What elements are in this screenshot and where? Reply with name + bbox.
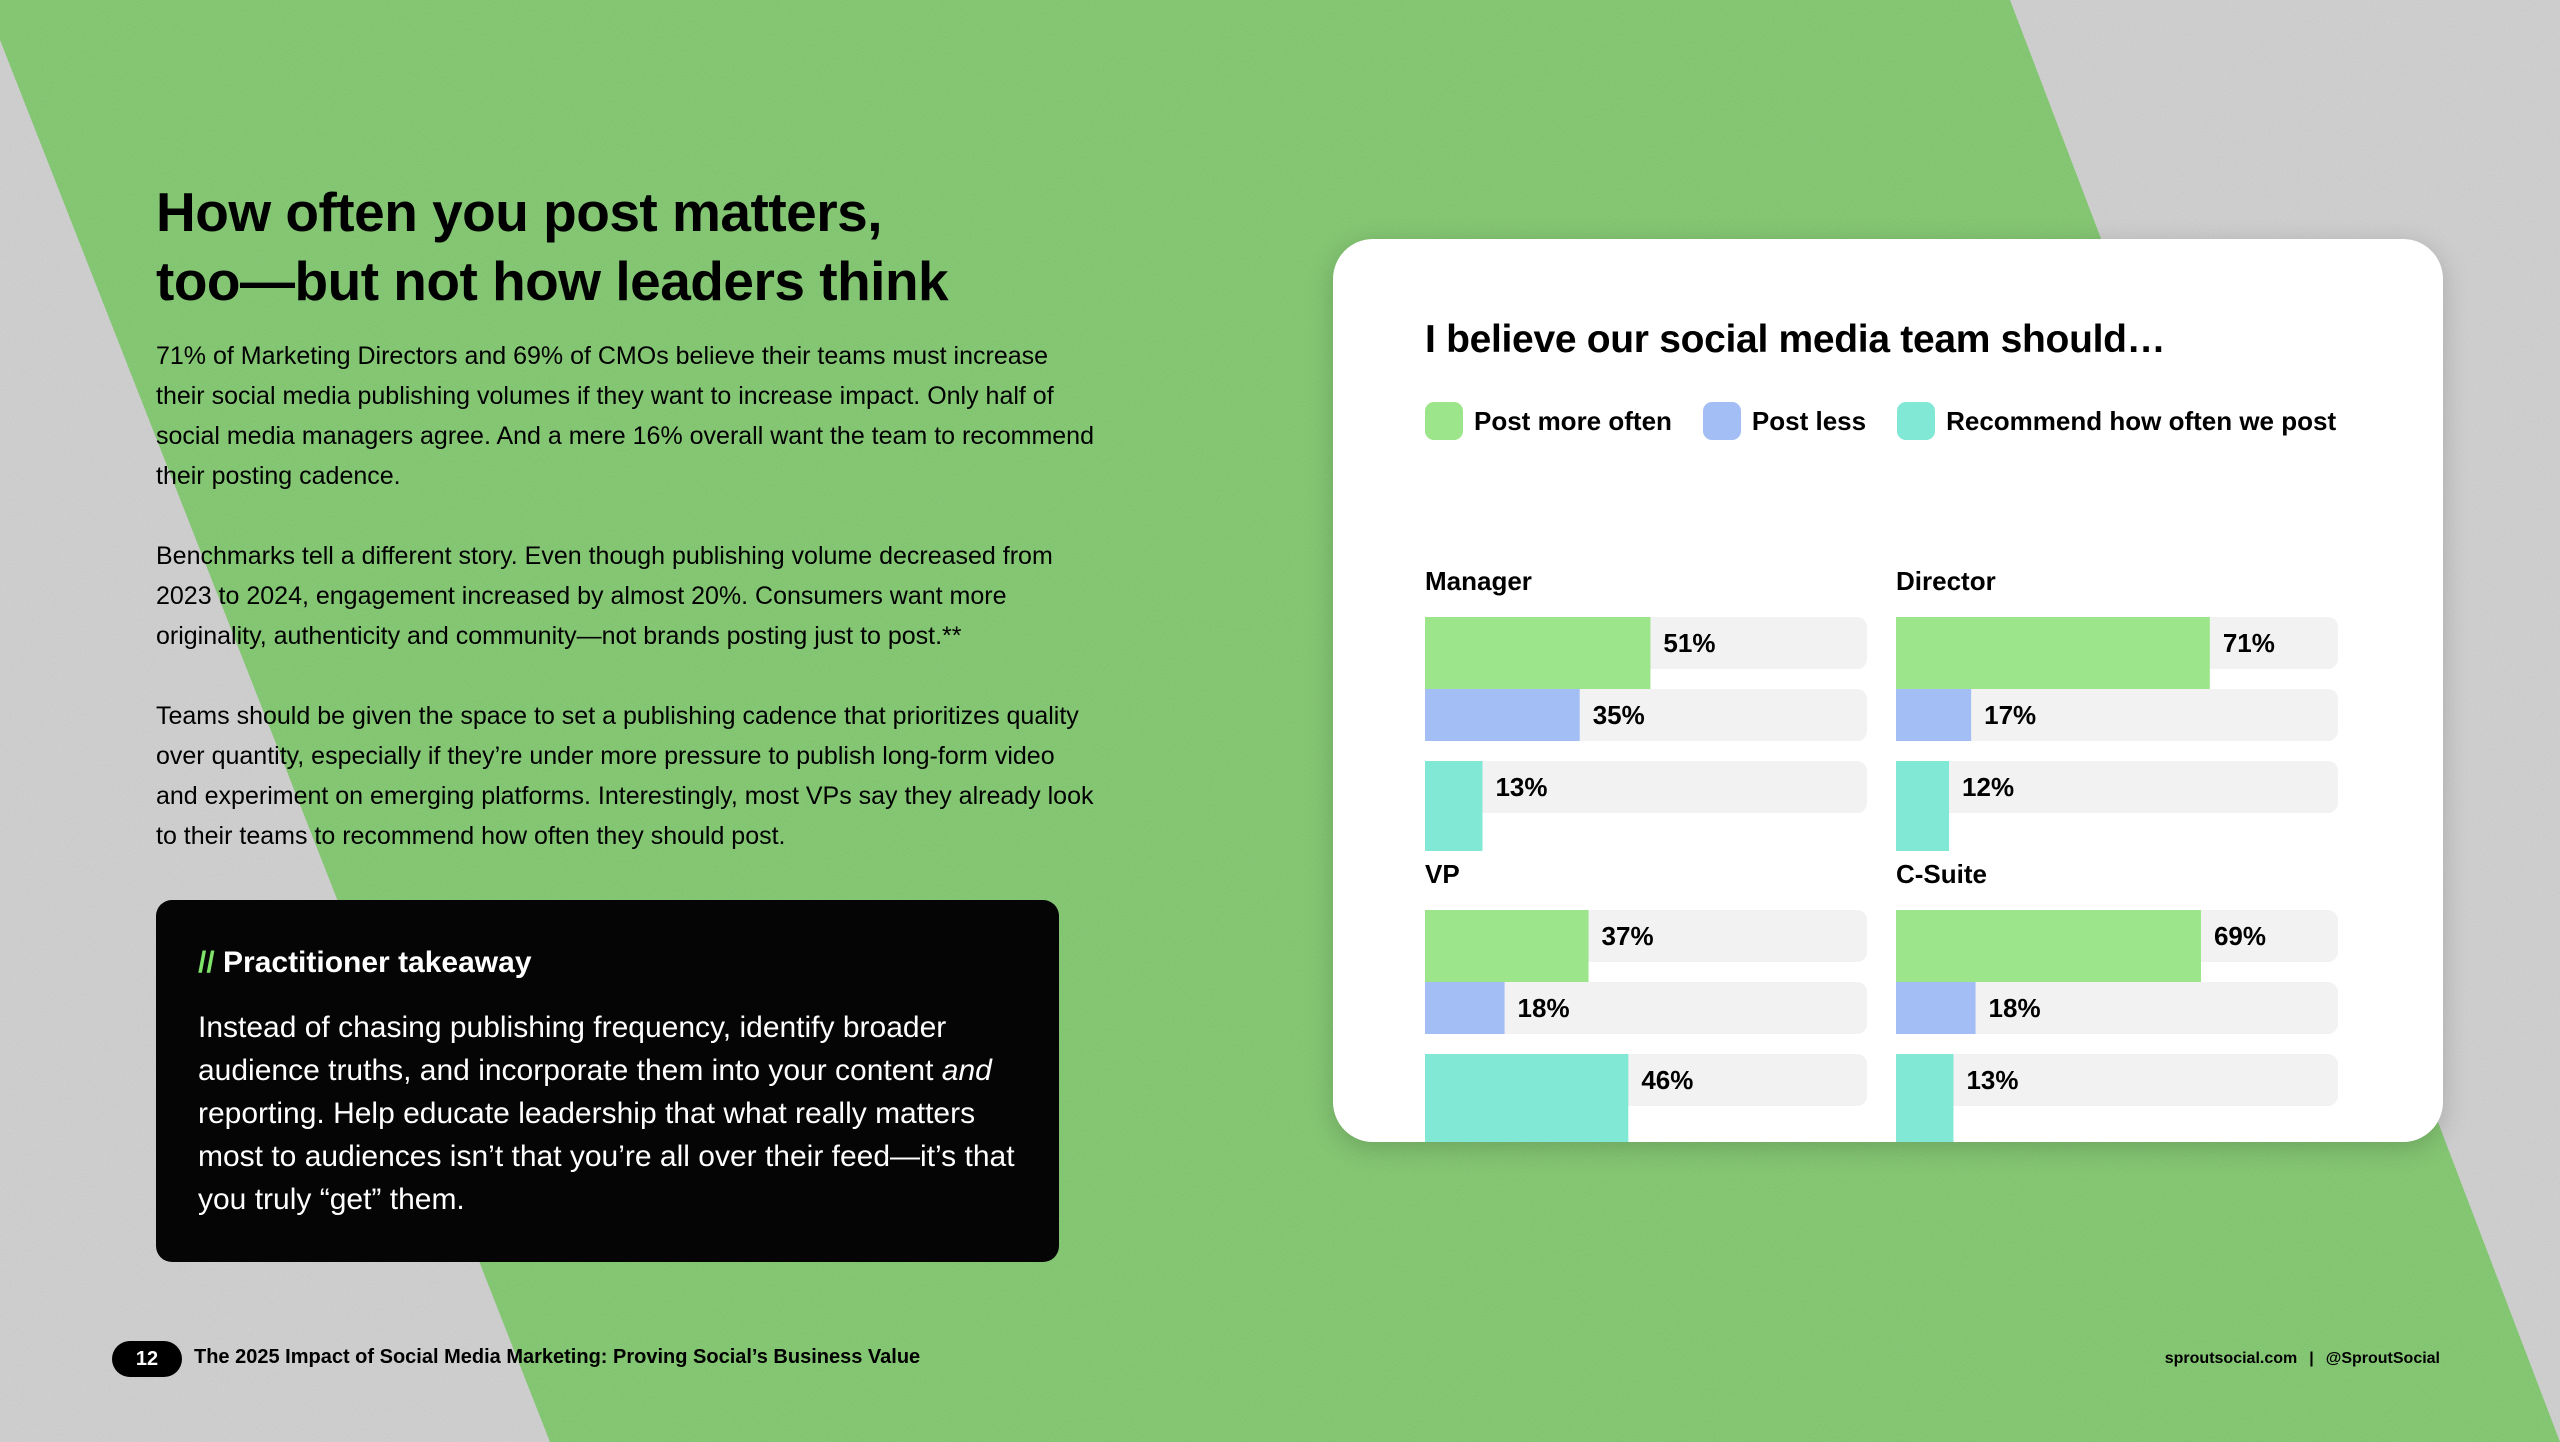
bar-track-director-post-less — [1896, 689, 2338, 741]
bar-c-suite-post-less — [1896, 982, 1976, 1034]
bar-director-post-less — [1896, 689, 1972, 741]
bar-value-label-c-suite-post-less: 18% — [1989, 993, 2041, 1023]
practitioner-takeaway-box: // Practitioner takeaway Instead of chas… — [156, 900, 1059, 1262]
takeaway-title: // Practitioner takeaway — [198, 944, 1017, 982]
chart-panel-director: Director 71% 17% 12% — [1896, 566, 2338, 851]
takeaway-title-text: Practitioner takeaway — [223, 946, 532, 979]
chart-card: I believe our social media team should… … — [1333, 239, 2443, 1142]
legend-item-recommend: Recommend how often we post — [1897, 402, 2336, 440]
bar-vp-post-less — [1425, 982, 1505, 1034]
bar-track-vp-post-less — [1425, 982, 1867, 1034]
footer-links: sproutsocial.com | @SproutSocial — [2165, 1350, 2440, 1368]
chart-legend: Post more often Post less Recommend how … — [1425, 402, 2367, 440]
legend-swatch-recommend — [1897, 402, 1936, 440]
bar-vp-post-more-often — [1425, 910, 1589, 982]
bar-track-c-suite-recommend-how-often-we-post — [1896, 1054, 2338, 1106]
footer-report-title: The 2025 Impact of Social Media Marketin… — [194, 1346, 921, 1368]
chart-title: I believe our social media team should… — [1425, 318, 2166, 361]
chart-panel-vp: VP 37% 18% 46% — [1425, 859, 1867, 1142]
takeaway-body: Instead of chasing publishing frequency,… — [198, 1006, 1018, 1221]
panel-label-vp: VP — [1425, 859, 1460, 889]
takeaway-slashes: // — [198, 946, 215, 979]
bar-vp-recommend-how-often-we-post — [1425, 1054, 1629, 1142]
bar-value-label-director-post-less: 17% — [1984, 700, 2036, 730]
legend-label-post-more: Post more often — [1474, 405, 1672, 436]
bar-c-suite-post-more-often — [1896, 910, 2201, 982]
legend-swatch-post-more — [1425, 402, 1463, 440]
bar-director-post-more-often — [1896, 617, 2210, 689]
paragraph-2: Benchmarks tell a different story. Even … — [156, 542, 1053, 650]
panel-label-manager: Manager — [1425, 566, 1532, 596]
panel-label-c-suite: C-Suite — [1896, 859, 1987, 889]
paragraph-3: Teams should be given the space to set a… — [156, 702, 1094, 850]
bar-director-recommend-how-often-we-post — [1896, 761, 1950, 851]
legend-swatch-post-less — [1702, 402, 1741, 440]
bar-manager-recommend-how-often-we-post — [1425, 761, 1483, 851]
footer-handle-link[interactable]: @SproutSocial — [2325, 1350, 2440, 1367]
bar-value-label-manager-post-less: 35% — [1593, 700, 1645, 730]
paragraph-1: 71% of Marketing Directors and 69% of CM… — [156, 342, 1094, 490]
legend-label-recommend: Recommend how often we post — [1946, 405, 2337, 436]
page-number-badge: 12 — [112, 1341, 182, 1377]
bar-value-label-manager-recommend-how-often-we-post: 13% — [1495, 772, 1547, 802]
chart-panel-c-suite: C-Suite 69% 18% 13% — [1896, 859, 2338, 1142]
bar-value-label-vp-post-more-often: 37% — [1602, 921, 1654, 951]
bar-track-manager-recommend-how-often-we-post — [1425, 761, 1867, 813]
legend-item-post-more: Post more often — [1425, 402, 1672, 440]
footer-separator: | — [2309, 1350, 2314, 1367]
bar-value-label-c-suite-post-more-often: 69% — [2214, 921, 2266, 951]
bar-charts: Manager 51% 35% 13% Director 71% 17% 12% VP 37% 18… — [1425, 566, 2338, 1142]
legend-item-post-less: Post less — [1702, 402, 1867, 440]
bar-value-label-vp-post-less: 18% — [1518, 993, 1570, 1023]
takeaway-body-start: Instead of chasing publishing frequency,… — [198, 1011, 947, 1087]
panel-label-director: Director — [1896, 566, 1996, 596]
bar-track-c-suite-post-less — [1896, 982, 2338, 1034]
bar-value-label-director-recommend-how-often-we-post: 12% — [1962, 772, 2014, 802]
headline-line-2: too—but not how leaders think — [156, 250, 949, 312]
takeaway-body-end: reporting. Help educate leadership that … — [198, 1097, 1015, 1216]
bar-c-suite-recommend-how-often-we-post — [1896, 1054, 1954, 1142]
bar-track-director-recommend-how-often-we-post — [1896, 761, 2338, 813]
bar-manager-post-less — [1425, 689, 1580, 741]
footer-site-link[interactable]: sproutsocial.com — [2164, 1350, 2298, 1367]
takeaway-body-emphasis: and — [941, 1054, 992, 1087]
bar-value-label-director-post-more-often: 71% — [2223, 628, 2275, 658]
bar-value-label-manager-post-more-often: 51% — [1663, 628, 1715, 658]
chart-panel-manager: Manager 51% 35% 13% — [1425, 566, 1867, 851]
legend-label-post-less: Post less — [1751, 405, 1867, 436]
headline-line-1: How often you post matters, — [156, 181, 883, 243]
headline: How often you post matters, too—but not … — [156, 178, 1116, 316]
bar-manager-post-more-often — [1425, 617, 1651, 689]
body-text: 71% of Marketing Directors and 69% of CM… — [156, 336, 1096, 896]
bar-value-label-vp-recommend-how-often-we-post: 46% — [1641, 1065, 1693, 1095]
bar-value-label-c-suite-recommend-how-often-we-post: 13% — [1966, 1065, 2018, 1095]
